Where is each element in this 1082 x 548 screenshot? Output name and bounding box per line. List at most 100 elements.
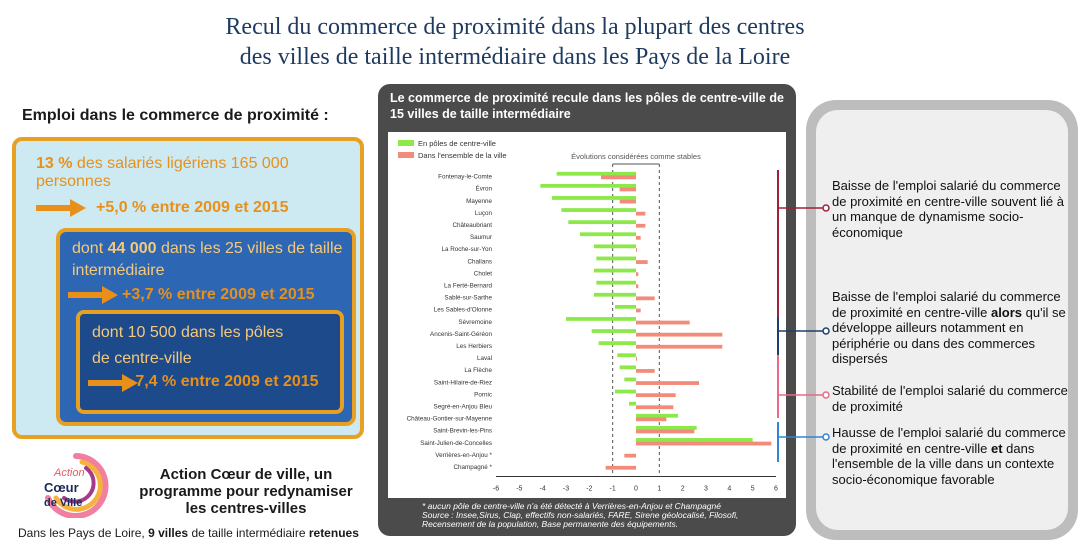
action-coeur-de-ville-text: Action Cœur de ville, un programme pour … [139, 466, 353, 517]
category-label: Ancenis-Saint-Géréon [430, 331, 492, 338]
bar-whole-city [636, 332, 723, 337]
note-2-pre: Baisse de l'emploi salarié du commerce d… [832, 289, 1061, 320]
category-label: Sablé-sur-Sarthe [444, 295, 492, 302]
intermediate-cities-text: dont 44 000 dans les 25 villes de taille… [72, 238, 352, 282]
bar-whole-city [636, 296, 655, 301]
bar-whole-city [636, 369, 655, 373]
category-label: Château-Gontier-sur-Mayenne [407, 416, 493, 423]
bar-whole-city [605, 465, 636, 470]
source-line-3: Recensement de la population, Base perma… [422, 519, 679, 529]
bar-city-centre [552, 196, 636, 200]
bar-whole-city [636, 441, 772, 446]
logo-line-2: Cœur [44, 480, 79, 495]
category-label: Saumur [470, 234, 492, 241]
x-tick-label: 3 [704, 486, 708, 493]
bar-city-centre [580, 232, 636, 237]
bar-whole-city [636, 211, 646, 216]
legend-label: Dans l'ensemble de la ville [418, 151, 507, 160]
bar-city-centre [624, 377, 636, 382]
x-tick-label: 0 [634, 486, 638, 493]
category-label: Fontenay-le-Comte [438, 174, 492, 181]
action-coeur-de-ville-logo: Action Cœur de Ville [44, 453, 109, 518]
logo-line-3: de Ville [44, 497, 82, 509]
source-line-1: * aucun pôle de centre-ville n'a été dét… [422, 501, 721, 511]
note-2-bold: alors [990, 304, 1023, 320]
bar-whole-city [636, 417, 667, 422]
category-label: Les Sables-d'Olonne [434, 307, 493, 314]
bar-whole-city [619, 199, 636, 204]
bar-whole-city [636, 272, 639, 277]
bar-city-centre [615, 304, 636, 309]
category-label: Segré-en-Anjou Bleu [434, 403, 493, 410]
note-decline-centre-growth-elsewhere: Baisse de l'emploi salarié du commerce d… [832, 289, 1076, 367]
category-label: Luçon [475, 210, 493, 217]
bar-city-centre [596, 280, 636, 285]
bar-whole-city [636, 260, 648, 264]
x-tick-label: -5 [516, 486, 522, 493]
intermediate-count: 44 000 [107, 240, 157, 257]
note-pre: Dans les Pays de Loire, [18, 526, 149, 540]
category-label: Saint-Brevin-les-Pins [433, 428, 492, 435]
bar-whole-city [636, 308, 641, 313]
chart-panel: Le commerce de proximité recule dans les… [378, 84, 796, 536]
region-share-label: des salariés ligériens 165 000 personnes [36, 155, 289, 190]
bar-city-centre [636, 425, 697, 430]
category-label: Laval [477, 355, 492, 362]
bar-city-centre [596, 256, 636, 261]
city-centre-line-2: de centre-ville [92, 350, 192, 367]
bar-whole-city [636, 405, 674, 410]
note-4-pre: Hausse de l'emploi salarié du commerce d… [832, 425, 1066, 456]
employment-heading: Emploi dans le commerce de proximité : [22, 107, 329, 124]
bar-city-centre [598, 341, 636, 346]
category-label: La Ferté-Bernard [444, 282, 492, 289]
page-title: Recul du commerce de proximité dans la p… [0, 12, 1030, 72]
category-label: Champagné * [453, 464, 492, 471]
arrow-right-icon [36, 199, 86, 217]
bar-city-centre [566, 317, 636, 321]
bar-city-centre [619, 365, 636, 370]
bar-whole-city [636, 248, 637, 252]
bar-whole-city [619, 187, 636, 192]
x-tick-label: 5 [751, 486, 755, 493]
interpretation-panel-inner [816, 110, 1068, 530]
bar-city-centre [540, 183, 636, 188]
category-label: Challans [467, 258, 492, 265]
note-4-bold: et [990, 440, 1003, 456]
note-2-post: qu'il se développe ailleurs notamment en… [832, 304, 1066, 367]
category-label: Cholet [474, 270, 492, 277]
category-label: La Roche-sur-Yon [441, 246, 492, 253]
x-tick-label: 6 [774, 486, 778, 493]
note-4-post: dans l'ensemble de la ville dans un cont… [832, 440, 1055, 487]
x-tick-label: -6 [493, 486, 499, 493]
employment-change-chart: Évolutions considérées comme stables En p… [398, 139, 778, 493]
region-trend: +5,0 % entre 2009 et 2015 [96, 199, 289, 216]
note-bold-2: retenues [308, 526, 359, 540]
retained-cities-note: Dans les Pays de Loire, 9 villes de tail… [18, 526, 378, 540]
region-share: 13 % [36, 155, 73, 172]
arrow-right-icon [88, 374, 138, 392]
bar-whole-city [636, 223, 646, 228]
x-tick-label: -4 [540, 486, 546, 493]
intermediate-prefix: dont [72, 240, 108, 257]
bar-city-centre [629, 401, 636, 406]
legend-swatch [398, 152, 414, 158]
category-label: La Flèche [464, 367, 492, 374]
bar-whole-city [636, 381, 699, 385]
category-label: Sèvremoine [458, 319, 492, 326]
arrow-right-icon [68, 286, 118, 304]
bar-city-centre [594, 292, 636, 297]
note-mid: de taille intermédiaire [188, 526, 309, 540]
bar-whole-city [636, 284, 639, 289]
interpretation-panel [806, 100, 1078, 540]
city-centre-box: dont 10 500 dans les pôles de centre-vil… [76, 310, 344, 414]
stability-band-label: Évolutions considérées comme stables [571, 152, 701, 161]
bar-city-centre [591, 329, 636, 333]
bar-city-centre [561, 208, 636, 212]
x-tick-label: -3 [563, 486, 569, 493]
logo-line-1: Action [53, 467, 85, 479]
category-label: Évron [476, 184, 493, 193]
source-line-2: Source : Insee,Sirus, Clap, effectifs no… [422, 510, 739, 520]
bar-city-centre [617, 353, 636, 358]
category-label: Mayenne [466, 198, 492, 205]
bar-whole-city [636, 344, 723, 349]
